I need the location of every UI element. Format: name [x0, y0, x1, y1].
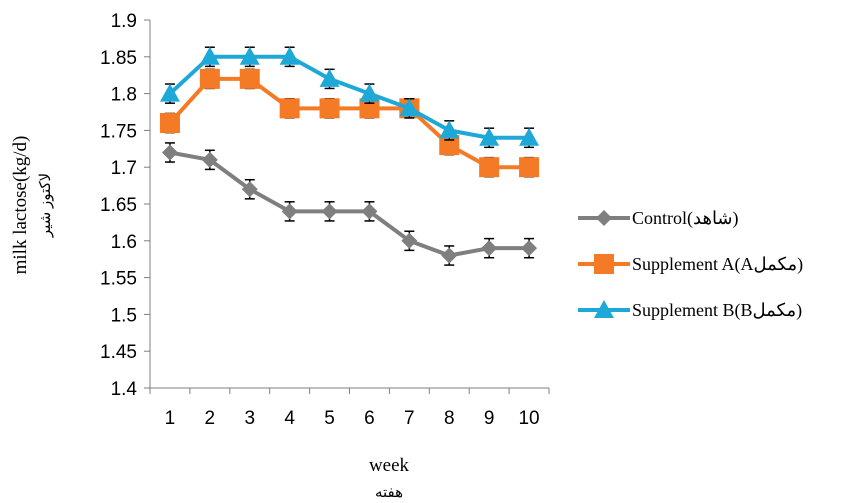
data-point — [279, 46, 300, 65]
data-point — [479, 157, 500, 178]
series-line — [168, 76, 530, 170]
y-tick-label: 1.8 — [111, 85, 137, 106]
y-tick-label: 1.5 — [111, 305, 137, 326]
data-point — [401, 232, 418, 249]
x-axis: 1 2 3 4 5 6 7 8 9 10 — [149, 387, 550, 429]
y-tick-label: 1.45 — [100, 342, 137, 363]
x-tick-label: 3 — [244, 408, 255, 429]
x-tick-label: 2 — [205, 408, 216, 429]
series-diamond — [161, 142, 538, 266]
data-point — [321, 203, 338, 220]
x-tick-label: 10 — [518, 408, 539, 429]
data-point — [159, 83, 180, 102]
data-point — [479, 127, 500, 146]
y-axis-label: milk lactose(kg/d) — [10, 136, 31, 275]
data-point — [319, 68, 340, 87]
x-tick-label: 1 — [165, 408, 176, 429]
legend-marker — [596, 210, 612, 226]
legend-marker — [594, 300, 614, 318]
data-point — [319, 98, 340, 119]
data-point — [481, 240, 498, 257]
data-point — [201, 151, 218, 168]
data-point — [281, 203, 298, 220]
y-axis-label-alt: لاکتوز شیر — [38, 173, 54, 238]
data-point — [519, 127, 540, 146]
y-tick-label: 1.85 — [100, 48, 137, 69]
data-point — [399, 98, 420, 117]
data-point — [439, 120, 460, 139]
x-tick-label: 6 — [364, 408, 375, 429]
data-point — [161, 144, 178, 161]
data-point — [199, 46, 220, 65]
data-point — [199, 68, 220, 89]
data-point — [239, 46, 260, 65]
data-point — [359, 83, 380, 102]
legend-label: Control(شاهد) — [632, 208, 739, 229]
y-tick-label: 1.65 — [100, 195, 137, 216]
data-point — [521, 240, 538, 257]
y-tick-label: 1.4 — [111, 379, 138, 400]
data-point — [279, 98, 300, 119]
legend-marker — [594, 254, 614, 274]
series-square — [159, 68, 540, 178]
legend: Control(شاهد) Supplement A(Aمکمل) Suppleme… — [578, 208, 803, 321]
data-point — [239, 68, 260, 89]
y-tick-label: 1.6 — [111, 232, 137, 253]
data-point — [441, 247, 458, 264]
legend-label: Supplement A(Aمکمل) — [632, 254, 803, 275]
x-tick-label: 8 — [444, 408, 455, 429]
data-point — [159, 113, 180, 134]
y-axis: 1.4 1.45 1.5 1.55 1.6 1.65 1.7 1.75 1.8 1.85 1.9 — [100, 11, 151, 400]
series-triangle — [159, 46, 540, 149]
x-tick-label: 5 — [324, 408, 335, 429]
x-tick-label: 9 — [484, 408, 495, 429]
legend-label: Supplement B(Bمکمل) — [632, 300, 802, 321]
data-point — [361, 203, 378, 220]
series-line — [169, 150, 530, 258]
y-tick-label: 1.9 — [111, 11, 137, 32]
data-point — [241, 181, 258, 198]
x-tick-label: 7 — [404, 408, 415, 429]
x-tick-label: 4 — [284, 408, 295, 429]
series-layer — [159, 46, 540, 266]
y-tick-label: 1.75 — [100, 121, 137, 142]
y-tick-label: 1.55 — [100, 269, 137, 290]
data-point — [519, 157, 540, 178]
y-tick-label: 1.7 — [111, 158, 137, 179]
x-axis-label-alt: هفته — [375, 485, 403, 501]
series-line — [168, 54, 530, 140]
x-axis-label: week — [369, 455, 410, 476]
